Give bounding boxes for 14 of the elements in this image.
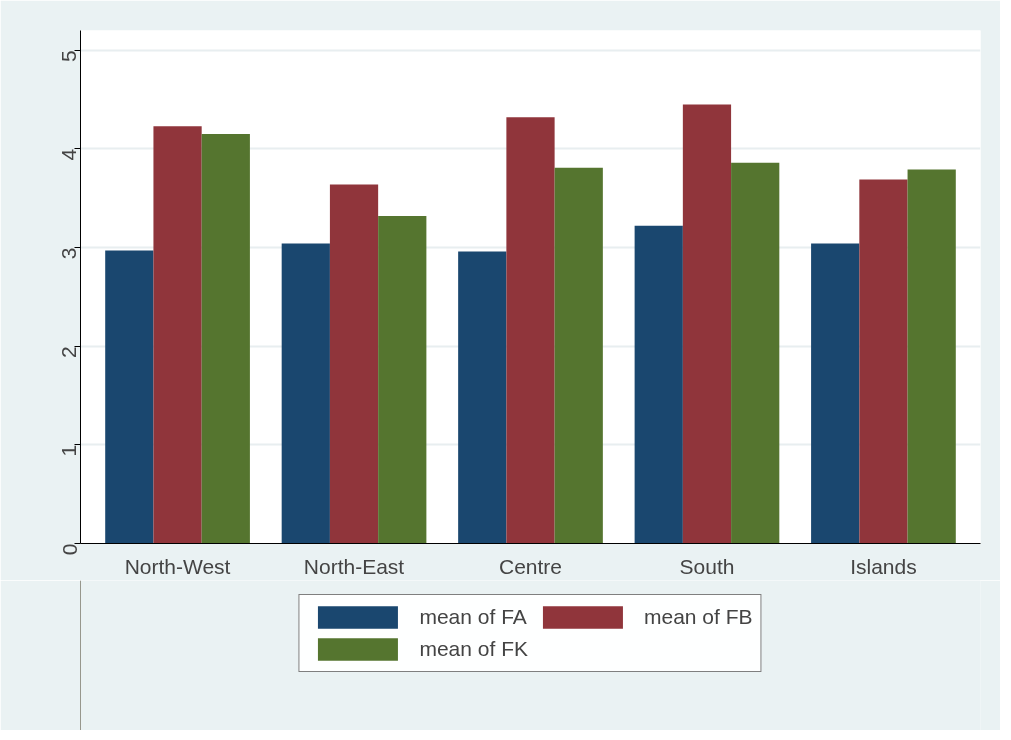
x-tick-label: North-West: [124, 554, 231, 578]
y-tick-label: 5: [57, 50, 81, 62]
legend-label: mean of FK: [419, 637, 528, 661]
x-tick-label: Islands: [850, 554, 917, 578]
y-tick-label: 0: [57, 543, 81, 556]
x-tick-label: North-East: [303, 554, 405, 578]
y-tick-label: 1: [57, 444, 81, 457]
y-tick-label: 3: [57, 247, 81, 260]
x-tick-label: Centre: [498, 554, 563, 578]
y-tick-label: 2: [57, 346, 81, 358]
legend-label: mean of FB: [644, 605, 753, 629]
x-tick-label: South: [679, 554, 735, 578]
y-tick-label: 4: [57, 148, 81, 161]
legend-label: mean of FA: [419, 605, 527, 629]
